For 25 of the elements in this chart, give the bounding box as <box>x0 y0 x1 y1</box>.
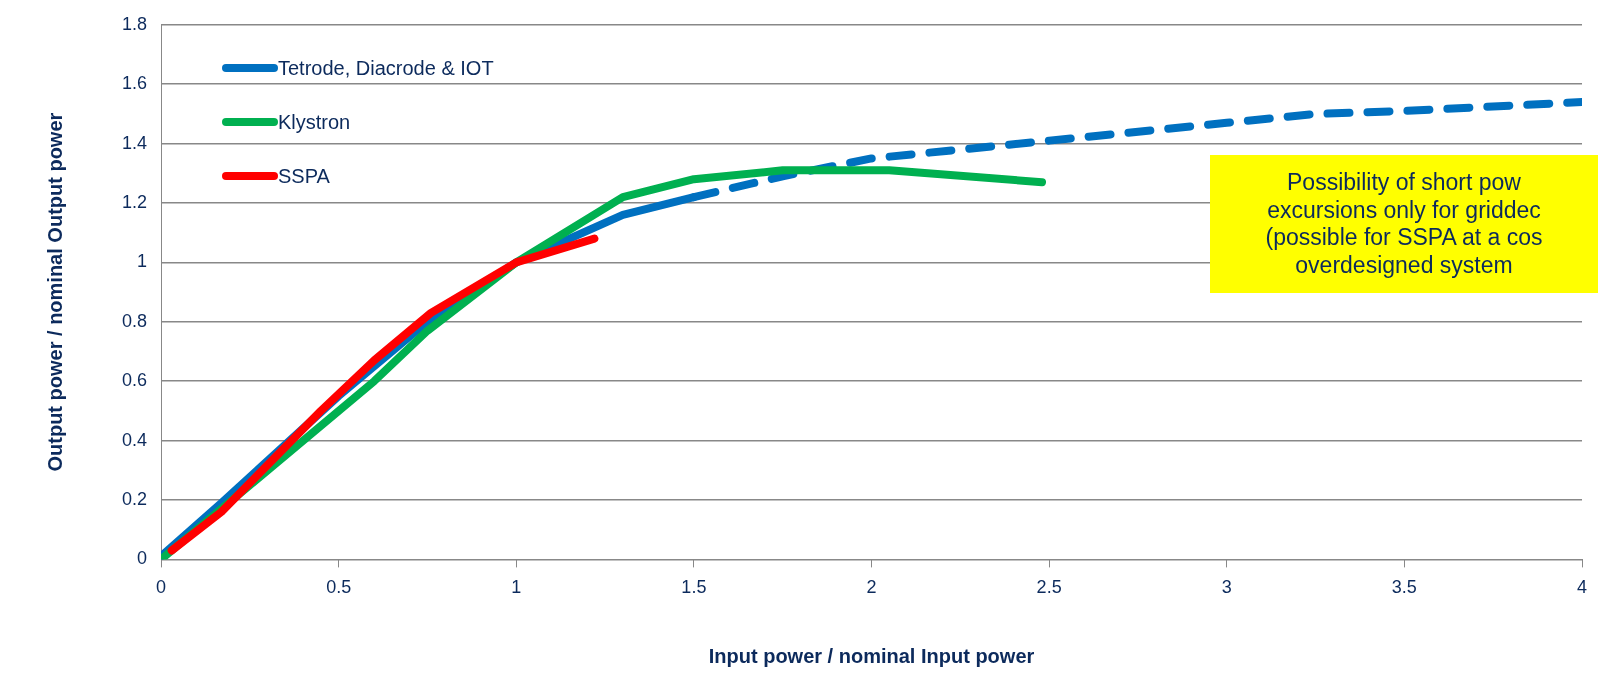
x-tick-label: 2 <box>866 577 877 598</box>
x-tick-label: 1.5 <box>681 577 707 598</box>
legend-label: Tetrode, Diacrode & IOT <box>278 56 494 80</box>
legend-label: Klystron <box>278 110 351 134</box>
y-axis-title: Output power / nominal Output power <box>43 112 66 472</box>
y-tick-label: 0.6 <box>121 370 148 391</box>
y-tick-label: 1.2 <box>121 191 148 212</box>
y-tick-label: 1.4 <box>121 132 148 153</box>
x-tick-label: 4 <box>1576 577 1588 598</box>
y-tick-label: 1 <box>137 251 148 272</box>
y-tick-label: 1.6 <box>121 73 148 94</box>
legend-label: SSPA <box>278 164 330 188</box>
x-tick-label: 3.5 <box>1391 577 1417 598</box>
x-axis-title: Input power / nominal Input power <box>708 644 1035 667</box>
y-tick-label: 0.4 <box>121 429 148 450</box>
x-tick-label: 2.5 <box>1036 577 1062 598</box>
y-tick-label: 0.2 <box>121 488 148 509</box>
x-tick-label: 1 <box>511 577 522 598</box>
callout-box: Possibility of short pow excursions only for griddec (possible for SSPA at a cos overdesigned system <box>1210 155 1598 294</box>
x-tick-label: 0 <box>156 577 167 598</box>
y-tick-label: 0 <box>137 548 148 569</box>
y-tick-label: 1.8 <box>121 13 148 34</box>
y-tick-label: 0.8 <box>121 310 148 331</box>
x-tick-label: 3 <box>1221 577 1232 598</box>
x-tick-label: 0.5 <box>326 577 352 598</box>
